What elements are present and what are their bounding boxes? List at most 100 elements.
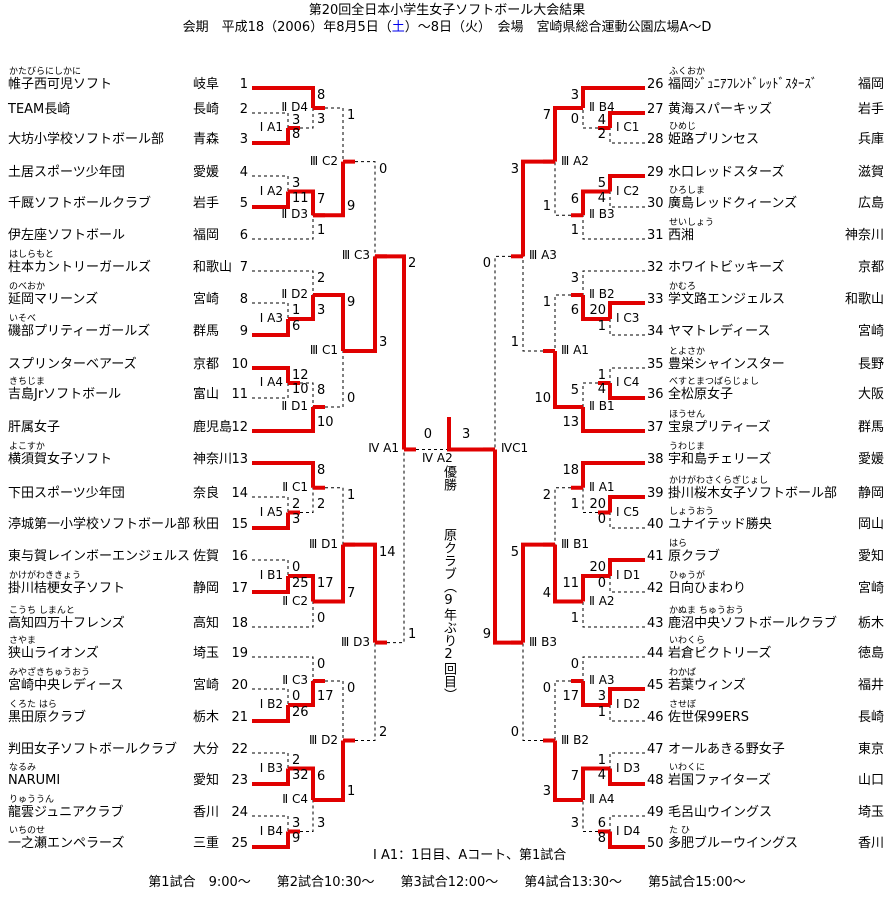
team-pref-50: 香川 xyxy=(857,836,884,851)
line-IIC1-bottom xyxy=(300,487,314,513)
team-name-29: 水口レッドスターズ xyxy=(668,165,785,180)
match-ID1-label: Ⅰ D1 xyxy=(616,568,641,582)
team-name-21: 黒田原クラブ xyxy=(8,710,87,725)
match-IB1-score-bottom: 25 xyxy=(292,576,309,591)
team-pref-36: 大阪 xyxy=(857,387,884,402)
saturday-link[interactable]: 土 xyxy=(391,20,405,35)
team-name-38: 宇和島チェリーズ xyxy=(668,452,772,467)
final-score-right: 3 xyxy=(462,427,471,442)
line-IIID2-top xyxy=(325,680,344,741)
team-pref-34: 宮崎 xyxy=(857,324,884,339)
team-name-9: 磯部プリティーガールズ xyxy=(8,324,151,339)
match-IIA2-score-bottom: 1 xyxy=(570,611,579,626)
line-IIIC2-top xyxy=(325,107,344,162)
match-IC4-label: Ⅰ C4 xyxy=(616,375,640,389)
team-pref-47: 東京 xyxy=(857,742,884,757)
match-IA5-score-top: 2 xyxy=(292,497,301,512)
match-IIID3-score-top: 14 xyxy=(379,544,396,560)
team-pref-18: 高知 xyxy=(193,616,220,631)
line-IIA3-top xyxy=(582,656,645,681)
match-IIC1-score-bottom: 2 xyxy=(317,496,326,512)
match-IC5-label: Ⅰ C5 xyxy=(616,504,640,519)
match-IA5-score-bottom: 3 xyxy=(292,512,301,527)
team-seed-9: 9 xyxy=(239,324,248,339)
match-IIB4-score-bottom: 0 xyxy=(570,112,579,127)
team-furigana-19: さやま xyxy=(9,636,37,646)
line-IIC4-top xyxy=(288,766,315,800)
match-ID4-label: Ⅰ D4 xyxy=(616,823,641,838)
match-IID3-score-top: 7 xyxy=(317,191,326,207)
match-IIA1-score-top: 18 xyxy=(562,463,579,478)
line-IIIB3-bottom xyxy=(522,642,543,741)
team-seed-39: 39 xyxy=(647,486,664,501)
team-seed-13: 13 xyxy=(231,452,248,467)
team-seed-1: 1 xyxy=(239,77,248,92)
team-furigana-45: わかば xyxy=(669,668,697,678)
team-seed-6: 6 xyxy=(239,228,248,243)
match-IIC2-score-top: 17 xyxy=(317,576,334,591)
page-title: 第20回全日本小学生女子ソフトボール大会結果 xyxy=(308,3,586,18)
team-pref-11: 富山 xyxy=(193,387,220,402)
team-seed-8: 8 xyxy=(239,292,248,307)
line-IID4-bottom xyxy=(300,108,314,129)
line-IVC1-bottom xyxy=(493,449,523,645)
team-seed-35: 35 xyxy=(647,357,664,372)
team-name-48: 岩国ファイターズ xyxy=(668,773,771,788)
match-IC3-label: Ⅰ C3 xyxy=(616,311,640,325)
team-pref-22: 大分 xyxy=(193,742,220,757)
line-IIIB3-top xyxy=(521,542,555,643)
line-IC1-bottom xyxy=(609,128,645,144)
team-seed-22: 22 xyxy=(231,742,248,757)
line-IB2-bottom xyxy=(252,705,290,723)
match-IA1-score-top: 3 xyxy=(292,113,301,128)
line-IIC3-bottom xyxy=(288,681,315,707)
team-seed-17: 17 xyxy=(231,581,248,596)
team-pref-4: 愛媛 xyxy=(193,165,220,180)
match-IC1-score-bottom: 2 xyxy=(597,127,606,142)
match-IIIA1-label: Ⅲ A1 xyxy=(561,343,589,357)
team-name-49: 毛呂山ウイングス xyxy=(668,805,773,820)
match-ID2-label: Ⅰ D2 xyxy=(616,697,641,711)
line-ID2-top xyxy=(608,687,645,705)
match-IA1-label: Ⅰ A1 xyxy=(259,120,283,134)
team-name-36: 全松原女子 xyxy=(668,387,734,402)
team-seed-47: 47 xyxy=(647,742,664,757)
line-IID2-bottom xyxy=(288,295,315,321)
subtitle-date-post: ）～8日（火） 会場 宮崎県総合運動公園広場A～D xyxy=(404,20,712,35)
team-furigana-39: かけがわさくらぎじょし xyxy=(669,476,769,486)
match-IIID1-score-top: 1 xyxy=(347,487,356,503)
line-IB3-top xyxy=(252,752,289,769)
match-IIIB1-score-bottom: 4 xyxy=(542,585,551,601)
line-IVA1-top xyxy=(375,254,406,450)
match-IIC3-score-bottom: 17 xyxy=(317,689,334,704)
team-name-2: TEAM長崎 xyxy=(8,102,71,117)
match-IIA2-score-top: 11 xyxy=(562,576,579,591)
match-IB4-score-top: 3 xyxy=(292,816,301,831)
champion-name: 原クラブ（9年ぶり2回目） xyxy=(441,528,456,701)
line-IIIC3-top xyxy=(355,161,376,257)
team-name-11: 吉島Jrソフトボール xyxy=(8,387,122,402)
team-name-47: オールあきる野女子 xyxy=(668,742,785,757)
team-seed-12: 12 xyxy=(231,420,248,435)
team-seed-33: 33 xyxy=(647,292,664,307)
team-seed-2: 2 xyxy=(239,102,248,117)
line-ID4-bottom xyxy=(608,831,645,849)
line-IIID1-top xyxy=(325,487,344,545)
team-furigana-40: しょうおう xyxy=(669,507,715,517)
line-IID1-bottom xyxy=(252,407,315,433)
line-IC5-top xyxy=(608,495,645,513)
match-IA2-score-bottom: 11 xyxy=(292,191,309,206)
team-furigana-42: ひゅうが xyxy=(669,571,706,581)
team-seed-15: 15 xyxy=(231,517,248,532)
match-ID1-score-bottom: 0 xyxy=(597,576,606,591)
team-seed-14: 14 xyxy=(231,486,248,501)
match-IC3-score-top: 20 xyxy=(589,303,606,318)
line-IIIB2-top xyxy=(554,680,571,741)
match-IC5-score-bottom: 0 xyxy=(597,512,606,527)
team-name-40: ユナイテッド勝央 xyxy=(668,517,772,532)
match-IIID1-score-bottom: 7 xyxy=(347,585,356,601)
team-furigana-50: た ひ xyxy=(669,826,690,836)
match-IIB4-label: Ⅱ B4 xyxy=(589,100,615,114)
team-pref-9: 群馬 xyxy=(193,324,220,339)
